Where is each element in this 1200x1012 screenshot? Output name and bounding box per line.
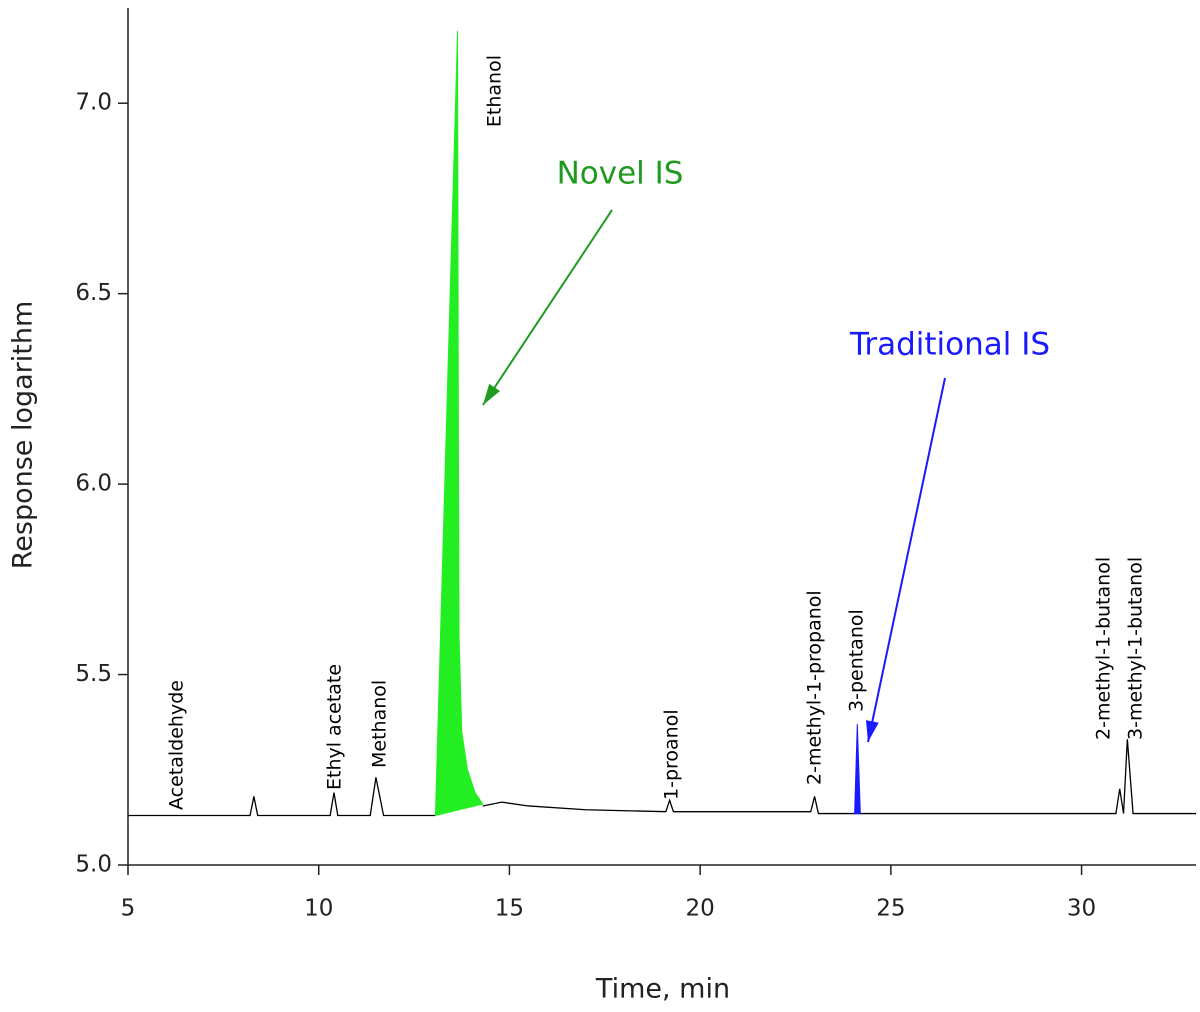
peak-area	[854, 724, 861, 815]
x-tick-label: 5	[121, 896, 136, 922]
y-tick-label: 6.0	[75, 471, 112, 497]
y-axis-title: Response logarithm	[8, 301, 39, 570]
x-tick-label: 30	[1067, 896, 1096, 922]
traditional-is-arrow	[867, 377, 946, 743]
peak-area	[434, 30, 484, 817]
y-tick-label: 5.0	[75, 852, 112, 878]
peak-label: 3-methyl-1-butanol	[1125, 557, 1147, 740]
y-tick-label: 5.5	[75, 661, 112, 687]
x-tick-label: 25	[876, 896, 905, 922]
peak-label: Methanol	[369, 680, 391, 768]
peak-label: 1-proanol	[661, 709, 683, 800]
peak-label: 2-methyl-1-butanol	[1093, 557, 1115, 740]
x-tick-label: 15	[495, 896, 524, 922]
chromatogram-line	[128, 739, 1196, 817]
peak-label: 3-pentanol	[846, 609, 868, 712]
x-tick-label: 10	[304, 896, 333, 922]
peak-label: 2-methyl-1-propanol	[804, 590, 826, 785]
peak-label: Ethanol	[484, 55, 506, 127]
novel-is-arrow-head	[483, 383, 501, 405]
traditional-is-arrow-head	[865, 720, 879, 742]
callout-label: Traditional IS	[849, 327, 1050, 363]
x-tick-label: 20	[686, 896, 715, 922]
novel-is-arrow	[482, 209, 613, 406]
y-tick-label: 6.5	[75, 280, 112, 306]
x-axis-title: Time, min	[595, 974, 730, 1005]
callout-label: Novel IS	[557, 156, 684, 192]
y-tick-label: 7.0	[75, 90, 112, 116]
peak-label: Ethyl acetate	[324, 664, 346, 790]
peak-label: Acetaldehyde	[166, 680, 188, 810]
